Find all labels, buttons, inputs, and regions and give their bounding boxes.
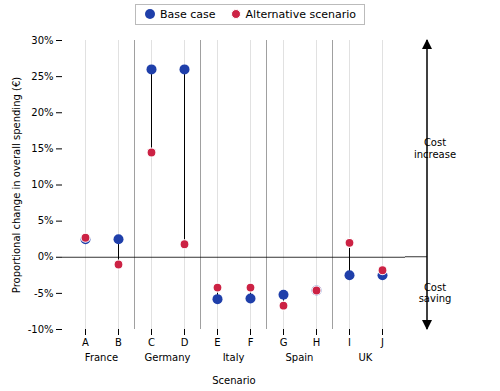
html-text:Alternative scenario: Alternative scenario <box>245 7 356 21</box>
svg-text:C: C <box>148 337 155 348</box>
svg-text:J: J <box>380 337 384 348</box>
svg-text:I: I <box>348 337 351 348</box>
svg-text:G: G <box>280 337 288 348</box>
svg-text:E: E <box>214 337 220 348</box>
svg-text:A: A <box>82 337 89 348</box>
svg-text:20%: 20% <box>31 107 53 118</box>
svg-text:B: B <box>115 337 122 348</box>
svg-text:Proportional change in overall: Proportional change in overall spending … <box>11 77 22 293</box>
svg-text:15%: 15% <box>31 143 53 154</box>
svg-text:Costsaving: Costsaving <box>419 282 452 305</box>
svg-text:-5%: -5% <box>34 288 53 299</box>
svg-text:Germany: Germany <box>145 352 191 363</box>
svg-text:D: D <box>181 337 189 348</box>
svg-text:Scenario: Scenario <box>212 375 255 386</box>
svg-text:5%: 5% <box>38 215 54 226</box>
html-text:Base case: Base case <box>160 7 216 21</box>
svg-text:30%: 30% <box>31 35 53 46</box>
svg-text:Spain: Spain <box>286 352 314 363</box>
svg-text:UK: UK <box>359 352 373 363</box>
svg-text:10%: 10% <box>31 179 53 190</box>
svg-text:F: F <box>248 337 254 348</box>
svg-text:Costincrease: Costincrease <box>414 137 456 160</box>
svg-text:France: France <box>85 352 118 363</box>
svg-text:0%: 0% <box>38 251 54 262</box>
svg-text:H: H <box>313 337 321 348</box>
svg-text:25%: 25% <box>31 71 53 82</box>
svg-text:Italy: Italy <box>223 352 245 363</box>
svg-text:-10%: -10% <box>28 324 54 335</box>
